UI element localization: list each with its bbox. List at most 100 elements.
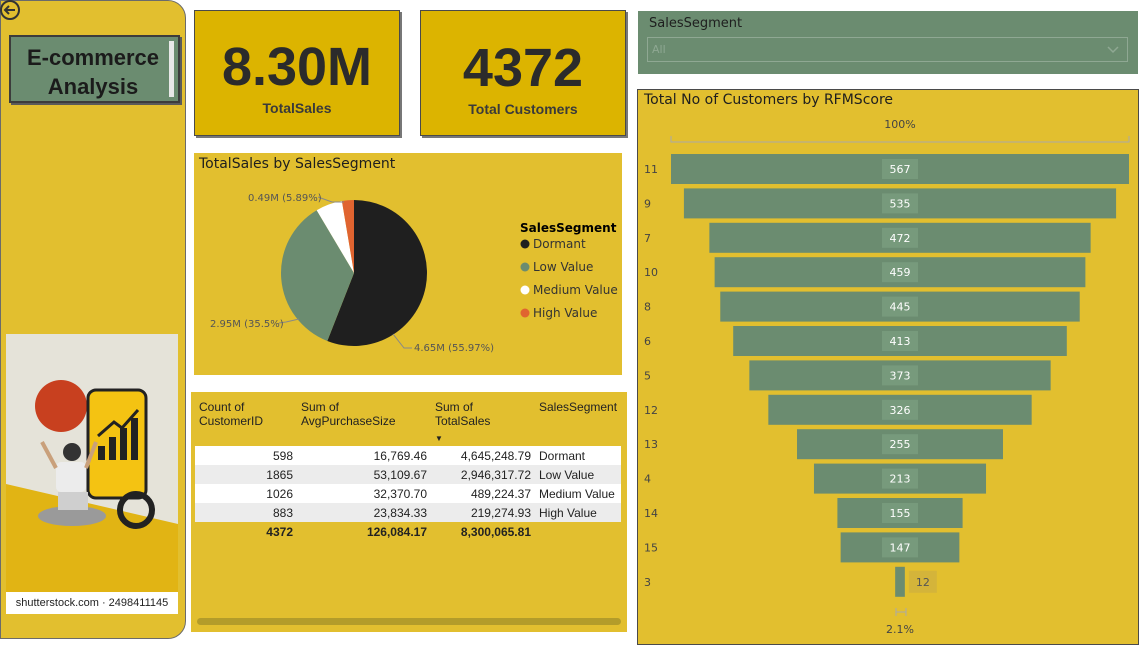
table-cell: 32,370.70 — [373, 486, 427, 501]
promo-image: shutterstock.com · 2498411145 — [6, 334, 178, 614]
legend-item-high-value[interactable]: High Value — [533, 306, 597, 320]
pie-chart-svg: 0.49M (5.89%) 2.95M (35.5%) 4.65M (55.97… — [210, 193, 618, 354]
table-cell: 489,224.37 — [470, 486, 531, 501]
funnel-value-label: 567 — [890, 163, 911, 176]
funnel-value-label: 472 — [890, 232, 911, 245]
funnel-value-label-bg — [882, 503, 918, 523]
funnel-value-label-bg — [882, 331, 918, 351]
table-cell: 23,834.33 — [373, 505, 427, 520]
header-sum-totalsales-label: Sum of TotalSales — [435, 400, 491, 428]
funnel-value-label: 12 — [916, 576, 930, 589]
funnel-category-label: 15 — [644, 541, 658, 554]
table-cell: Dormant — [539, 448, 586, 463]
funnel-category-label: 6 — [644, 335, 651, 348]
table-body: 598 16,769.46 4,645,248.79 Dormant 1865 53,10… — [195, 446, 621, 541]
funnel-value-label-bg — [882, 537, 918, 558]
funnel-value-label: 373 — [890, 369, 911, 382]
pie-label-high: 0.49M (5.89%) — [248, 193, 322, 204]
pie-chart-title: TotalSales by SalesSegment — [199, 156, 396, 172]
funnel-value-label-bg — [882, 262, 918, 283]
funnel-value-label-bg — [882, 227, 918, 248]
table-cell: High Value — [539, 505, 597, 520]
funnel-category-label: 5 — [644, 369, 651, 382]
legend-marker-medium-value — [520, 285, 530, 295]
slicer-title: SalesSegment — [649, 16, 743, 31]
funnel-category-label: 10 — [644, 266, 658, 279]
funnel-value-label-bg — [882, 296, 918, 317]
funnel-value-label: 535 — [890, 197, 911, 210]
total-sales-value: 8.30M — [221, 37, 373, 97]
pie-label-low: 2.95M (35.5%) — [210, 319, 284, 330]
funnel-value-label-bg — [882, 468, 918, 489]
rfm-funnel-panel: Total No of Customers by RFMScore 100% 1… — [637, 89, 1139, 645]
pie-slices — [280, 200, 427, 346]
funnel-value-label: 255 — [890, 438, 911, 451]
funnel-category-label: 7 — [644, 232, 651, 245]
total-customers-value: 4372 — [462, 38, 584, 98]
funnel-top-percent: 100% — [884, 118, 915, 131]
back-arrow-icon[interactable] — [0, 0, 22, 22]
funnel-value-label: 445 — [890, 301, 911, 314]
header-salessegment[interactable]: SalesSegment — [539, 400, 618, 414]
funnel-category-label: 13 — [644, 438, 658, 451]
table-cell: 1026 — [266, 486, 293, 501]
horizontal-scrollbar[interactable] — [197, 618, 621, 625]
promo-illustration — [6, 380, 178, 592]
header-count-customerid[interactable]: Count of CustomerID — [199, 400, 264, 428]
table-cell: 53,109.67 — [373, 467, 427, 482]
table-cell: Low Value — [539, 467, 595, 482]
table-row[interactable]: 1026 32,370.70 489,224.37 Medium Value — [195, 484, 621, 503]
total-sales-label: TotalSales — [262, 100, 332, 116]
funnel-category-label: 14 — [644, 507, 658, 520]
table-cell: 598 — [272, 448, 293, 463]
pie-slice-medium-value[interactable] — [316, 201, 354, 273]
funnel-chart-title: Total No of Customers by RFMScore — [644, 92, 894, 108]
funnel-value-label-bg — [882, 434, 918, 455]
legend-item-dormant[interactable]: Dormant — [533, 237, 586, 251]
funnel-value-label: 213 — [890, 473, 911, 486]
legend-item-low-value[interactable]: Low Value — [533, 260, 593, 274]
funnel-value-label-bg — [882, 159, 918, 179]
table-row[interactable]: 883 23,834.33 219,274.93 High Value — [195, 503, 621, 522]
table-total-cell: 126,084.17 — [366, 524, 427, 539]
header-sum-avgpurchasesize[interactable]: Sum of AvgPurchaseSize — [301, 400, 396, 428]
sales-table-panel: Count of CustomerID Sum of AvgPurchaseSi… — [191, 392, 627, 632]
pie-slice-high-value[interactable] — [341, 200, 354, 273]
table-total-cell — [535, 522, 621, 541]
report-title: E-commerce Analysis — [15, 43, 171, 101]
sort-desc-icon: ▼ — [435, 434, 443, 443]
funnel-value-label: 326 — [890, 404, 911, 417]
legend-item-medium-value[interactable]: Medium Value — [533, 283, 618, 297]
table-cell: 2,946,317.72 — [460, 467, 531, 482]
table-row[interactable]: 1865 53,109.67 2,946,317.72 Low Value — [195, 465, 621, 484]
funnel-bars: 11 567 9 535 7 472 10 459 8 445 6 413 5 373 12 326 13 255… — [644, 154, 1129, 597]
table-cell: Medium Value — [539, 486, 615, 501]
sales-segment-slicer: SalesSegment All — [638, 11, 1138, 74]
table-cell: 1865 — [266, 467, 293, 482]
image-caption: shutterstock.com · 2498411145 — [6, 592, 178, 614]
report-title-line1: E-commerce — [26, 45, 160, 70]
chevron-down-icon[interactable] — [1107, 46, 1119, 54]
slicer-dropdown[interactable]: All — [647, 37, 1128, 62]
table-row[interactable]: 598 16,769.46 4,645,248.79 Dormant — [195, 446, 621, 465]
funnel-category-label: 3 — [644, 576, 651, 589]
funnel-value-label-bg — [882, 193, 918, 214]
funnel-value-label: 413 — [890, 335, 911, 348]
slicer-selected-value: All — [652, 43, 666, 56]
header-sum-totalsales[interactable]: Sum of TotalSales ▼ — [431, 397, 535, 446]
total-sales-card: 8.30M TotalSales — [194, 10, 400, 136]
pie-label-dormant: 4.65M (55.97%) — [414, 343, 494, 354]
total-customers-label: Total Customers — [468, 101, 578, 117]
table-total-row: 4372 126,084.17 8,300,065.81 — [195, 522, 621, 541]
table-total-cell: 4372 — [266, 524, 293, 539]
pie-slice-dormant[interactable] — [327, 200, 427, 346]
table-cell: 16,769.46 — [373, 448, 427, 463]
funnel-value-label: 155 — [890, 507, 911, 520]
table-header-row: Count of CustomerID Sum of AvgPurchaseSi… — [195, 397, 621, 446]
funnel-category-label: 4 — [644, 473, 651, 486]
pie-slice-low-value[interactable] — [280, 210, 354, 341]
funnel-category-label: 11 — [644, 163, 658, 176]
table-cell: 883 — [272, 505, 293, 520]
funnel-bar-rfm-3[interactable] — [895, 566, 905, 597]
legend-marker-dormant — [520, 239, 530, 249]
